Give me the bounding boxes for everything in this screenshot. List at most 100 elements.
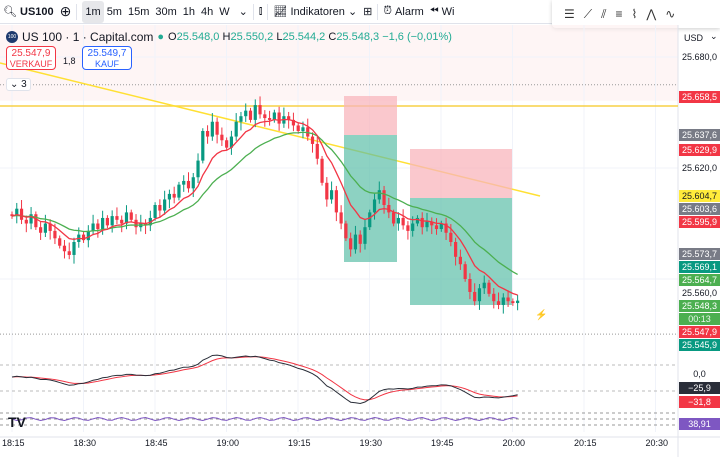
- timeframe-dropdown[interactable]: ⌄: [238, 6, 248, 18]
- short-position-stop: [344, 96, 397, 135]
- candle: [239, 116, 243, 122]
- candle: [349, 238, 353, 250]
- candle: [334, 190, 338, 213]
- short-position-target: [410, 198, 512, 305]
- candle: [115, 216, 119, 220]
- price-label: 25.595,9: [679, 216, 720, 228]
- time-tick: 20:00: [502, 438, 526, 448]
- time-tick: 18:30: [73, 438, 97, 448]
- candle: [315, 143, 319, 159]
- candle: [387, 205, 391, 213]
- price-chart[interactable]: ⚡ TV: [0, 25, 720, 457]
- candle: [482, 282, 486, 289]
- rsi-value: 38,91: [679, 418, 720, 430]
- candle: [248, 110, 253, 120]
- candle: [310, 136, 315, 144]
- candle: [48, 223, 52, 231]
- candle: [506, 297, 510, 302]
- candle: [368, 212, 372, 228]
- candle: [358, 234, 362, 244]
- candle: [110, 216, 114, 226]
- candle: [39, 227, 43, 233]
- timeframe-4h[interactable]: 4h: [201, 5, 214, 18]
- trend-lines-icon[interactable]: ⟋: [583, 6, 593, 21]
- candle: [215, 121, 219, 135]
- chart-legend: 100 US 100 · 1 · Capital.com ● O25.548,0…: [6, 30, 452, 44]
- parallel-channel-icon[interactable]: ⫽: [601, 6, 607, 21]
- candle: [81, 234, 86, 241]
- rsi-line: [11, 416, 518, 422]
- candle: [186, 180, 191, 189]
- alarm-icon: ⏰︎: [383, 5, 392, 17]
- templates-icon[interactable]: ⊞: [363, 6, 373, 18]
- compare-button[interactable]: ⊕: [59, 3, 72, 19]
- price-label: 25.629,9: [679, 144, 720, 156]
- candle: [430, 221, 434, 226]
- timeframe-W[interactable]: W: [219, 5, 230, 18]
- candle: [19, 208, 24, 220]
- fib-icon[interactable]: ≡: [615, 7, 623, 21]
- market-open-dot: ●: [157, 31, 165, 43]
- candle: [492, 293, 496, 302]
- time-tick: 18:15: [2, 438, 25, 448]
- price-label: 25.545,9: [679, 339, 720, 351]
- timeframe-1h[interactable]: 1h: [182, 5, 196, 18]
- collapse-indicators-button[interactable]: ⌄ 3: [6, 78, 31, 91]
- candle-type-icon[interactable]: ⫾: [258, 5, 263, 17]
- candle: [329, 190, 334, 200]
- candle: [158, 205, 162, 211]
- candle: [339, 212, 343, 224]
- sell-button[interactable]: 25.547,9 VERKAUF: [6, 46, 56, 70]
- candle: [72, 242, 76, 255]
- currency-select[interactable]: USD: [684, 33, 704, 43]
- drawing-toolbar: ☰ ⟋ ⫽ ≡ ⌇ ⋀ ∿: [552, 0, 720, 28]
- candle: [263, 114, 267, 119]
- wave-icon[interactable]: ∿: [665, 7, 676, 21]
- timeframe-15m[interactable]: 15m: [127, 5, 150, 18]
- symbol-search[interactable]: 🔍︎ US100: [3, 5, 54, 19]
- price-tick: 25.560,0: [681, 288, 718, 298]
- candle: [468, 279, 472, 292]
- timeframe-30m[interactable]: 30m: [155, 5, 177, 18]
- price-label: 25.573,7: [679, 248, 720, 260]
- candle: [129, 212, 133, 220]
- candle: [477, 288, 482, 302]
- ohlc-values: O25.548,0 H25.550,2 L25.544,2 C25.548,3 …: [168, 31, 452, 43]
- timeframe-1m[interactable]: 1m: [82, 0, 104, 23]
- candle: [191, 177, 195, 189]
- countdown-label: 00:13: [679, 313, 720, 325]
- abcd-icon[interactable]: ⋀: [646, 7, 657, 21]
- osc-value-1: −25,9: [679, 382, 720, 394]
- replay-button[interactable]: ⏪︎ Wi: [429, 5, 455, 18]
- candle: [153, 205, 157, 218]
- time-tick: 19:45: [431, 438, 454, 448]
- candle: [501, 297, 505, 305]
- time-tick: 20:30: [645, 438, 669, 448]
- candle: [363, 227, 367, 244]
- candle: [420, 217, 424, 228]
- us100-logo: 100: [6, 31, 18, 43]
- candle: [91, 223, 95, 231]
- candle: [62, 245, 67, 252]
- ema-fast-line: [11, 118, 518, 296]
- alarm-button[interactable]: ⏰︎ Alarm: [383, 5, 424, 18]
- indicators-button[interactable]: 📈︎ Indikatoren ⌄: [273, 5, 358, 19]
- time-tick: 19:00: [216, 438, 240, 448]
- tradingview-logo: TV: [8, 414, 27, 430]
- timeframe-5m[interactable]: 5m: [106, 5, 122, 18]
- candle: [291, 119, 296, 126]
- candle: [177, 184, 181, 198]
- pattern-icon[interactable]: ⌇: [631, 7, 638, 21]
- candle: [220, 134, 224, 141]
- candle: [496, 301, 501, 305]
- price-label: 25.564,7: [679, 274, 720, 286]
- currency-chevron-icon[interactable]: ⌄: [710, 31, 718, 41]
- candle: [86, 230, 90, 241]
- horizontal-lines-icon[interactable]: ☰: [564, 7, 575, 21]
- price-label: 25.548,3: [679, 300, 720, 312]
- candle: [325, 182, 329, 200]
- buy-button[interactable]: 25.549,7 KAUF: [82, 46, 132, 70]
- candle: [67, 251, 71, 255]
- price-tick: 25.620,0: [681, 163, 718, 173]
- candle: [487, 282, 491, 294]
